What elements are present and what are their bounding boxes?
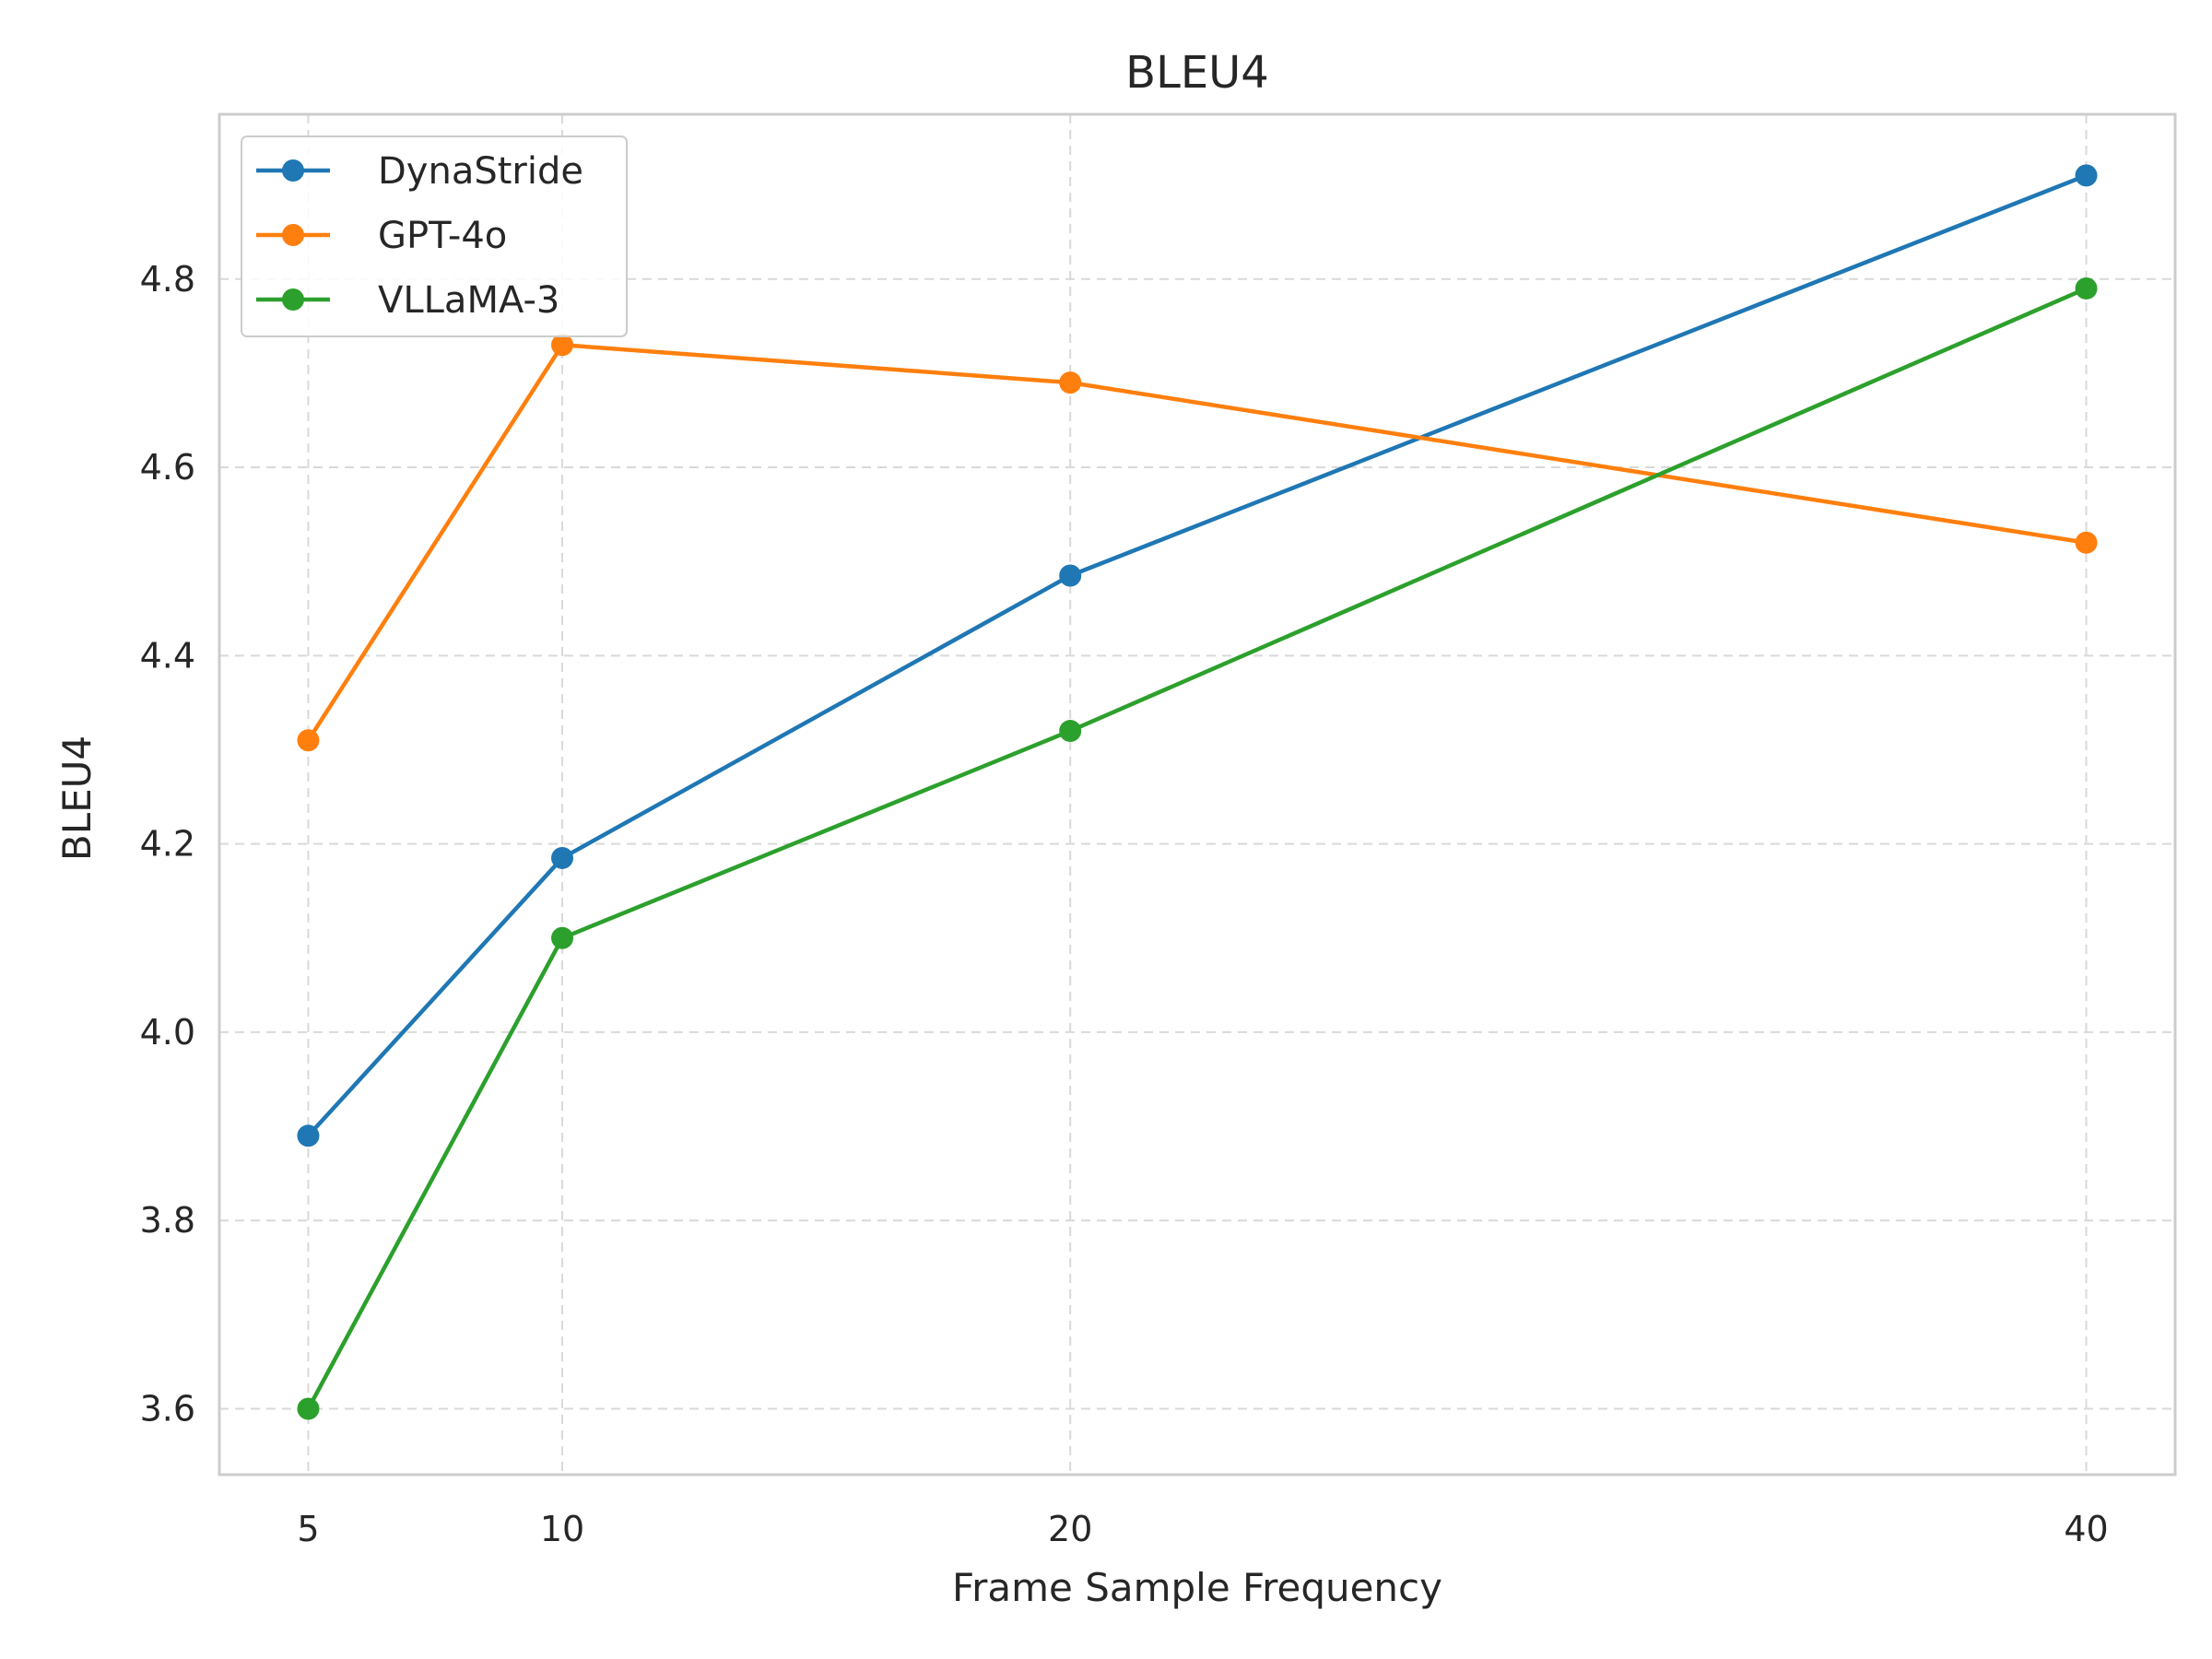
legend-label: DynaStride xyxy=(378,150,583,193)
plot-area xyxy=(218,112,2177,1477)
data-point xyxy=(1059,371,1082,394)
y-tick-label: 3.6 xyxy=(140,1388,195,1429)
data-point xyxy=(551,926,574,949)
y-tick-label: 4.8 xyxy=(140,259,195,300)
data-point xyxy=(551,846,574,869)
data-point xyxy=(1059,564,1082,587)
legend: DynaStride GPT-4o VLLaMA-3 xyxy=(241,135,628,337)
legend-marker xyxy=(282,224,304,246)
legend-label: VLLaMA-3 xyxy=(378,279,559,322)
y-tick-label: 4.6 xyxy=(140,447,195,488)
y-tick-label: 4.2 xyxy=(140,824,195,865)
x-tick-label: 10 xyxy=(540,1509,584,1549)
data-point xyxy=(297,729,320,752)
series-line xyxy=(306,343,2087,742)
data-point xyxy=(1059,720,1082,743)
series-line xyxy=(306,286,2088,1410)
y-tick-label: 4.4 xyxy=(140,635,195,676)
series-gpt-4o xyxy=(297,334,2098,752)
series-dynastride xyxy=(297,164,2098,1147)
series-group xyxy=(297,164,2098,1420)
data-point xyxy=(297,1124,320,1147)
legend-item: VLLaMA-3 xyxy=(256,279,559,322)
y-tick-label: 4.0 xyxy=(140,1012,195,1053)
axis-ticks: 5 10 20 40 3.6 3.8 4.0 4.2 4.4 4.6 4.8 xyxy=(140,259,2109,1549)
data-point xyxy=(297,1397,320,1420)
legend-box xyxy=(241,135,628,337)
x-tick-label: 40 xyxy=(2064,1509,2108,1549)
x-tick-label: 5 xyxy=(297,1509,319,1549)
x-axis-title: Frame Sample Frequency xyxy=(952,1565,1442,1610)
x-tick-label: 20 xyxy=(1048,1509,1092,1549)
series-line xyxy=(306,173,2088,1137)
data-point xyxy=(2075,531,2098,554)
y-axis-title: BLEU4 xyxy=(54,735,100,861)
data-point xyxy=(551,334,574,357)
legend-item: GPT-4o xyxy=(256,215,507,257)
grid-lines xyxy=(219,114,2175,1475)
data-point xyxy=(2075,276,2098,300)
legend-marker xyxy=(282,288,304,311)
chart-title: BLEU4 xyxy=(1125,47,1269,99)
legend-label: GPT-4o xyxy=(378,215,507,257)
y-tick-label: 3.8 xyxy=(140,1200,195,1241)
data-point xyxy=(2075,164,2098,187)
legend-marker xyxy=(282,159,304,182)
series-vllama-3 xyxy=(297,276,2098,1420)
legend-item: DynaStride xyxy=(256,150,583,193)
